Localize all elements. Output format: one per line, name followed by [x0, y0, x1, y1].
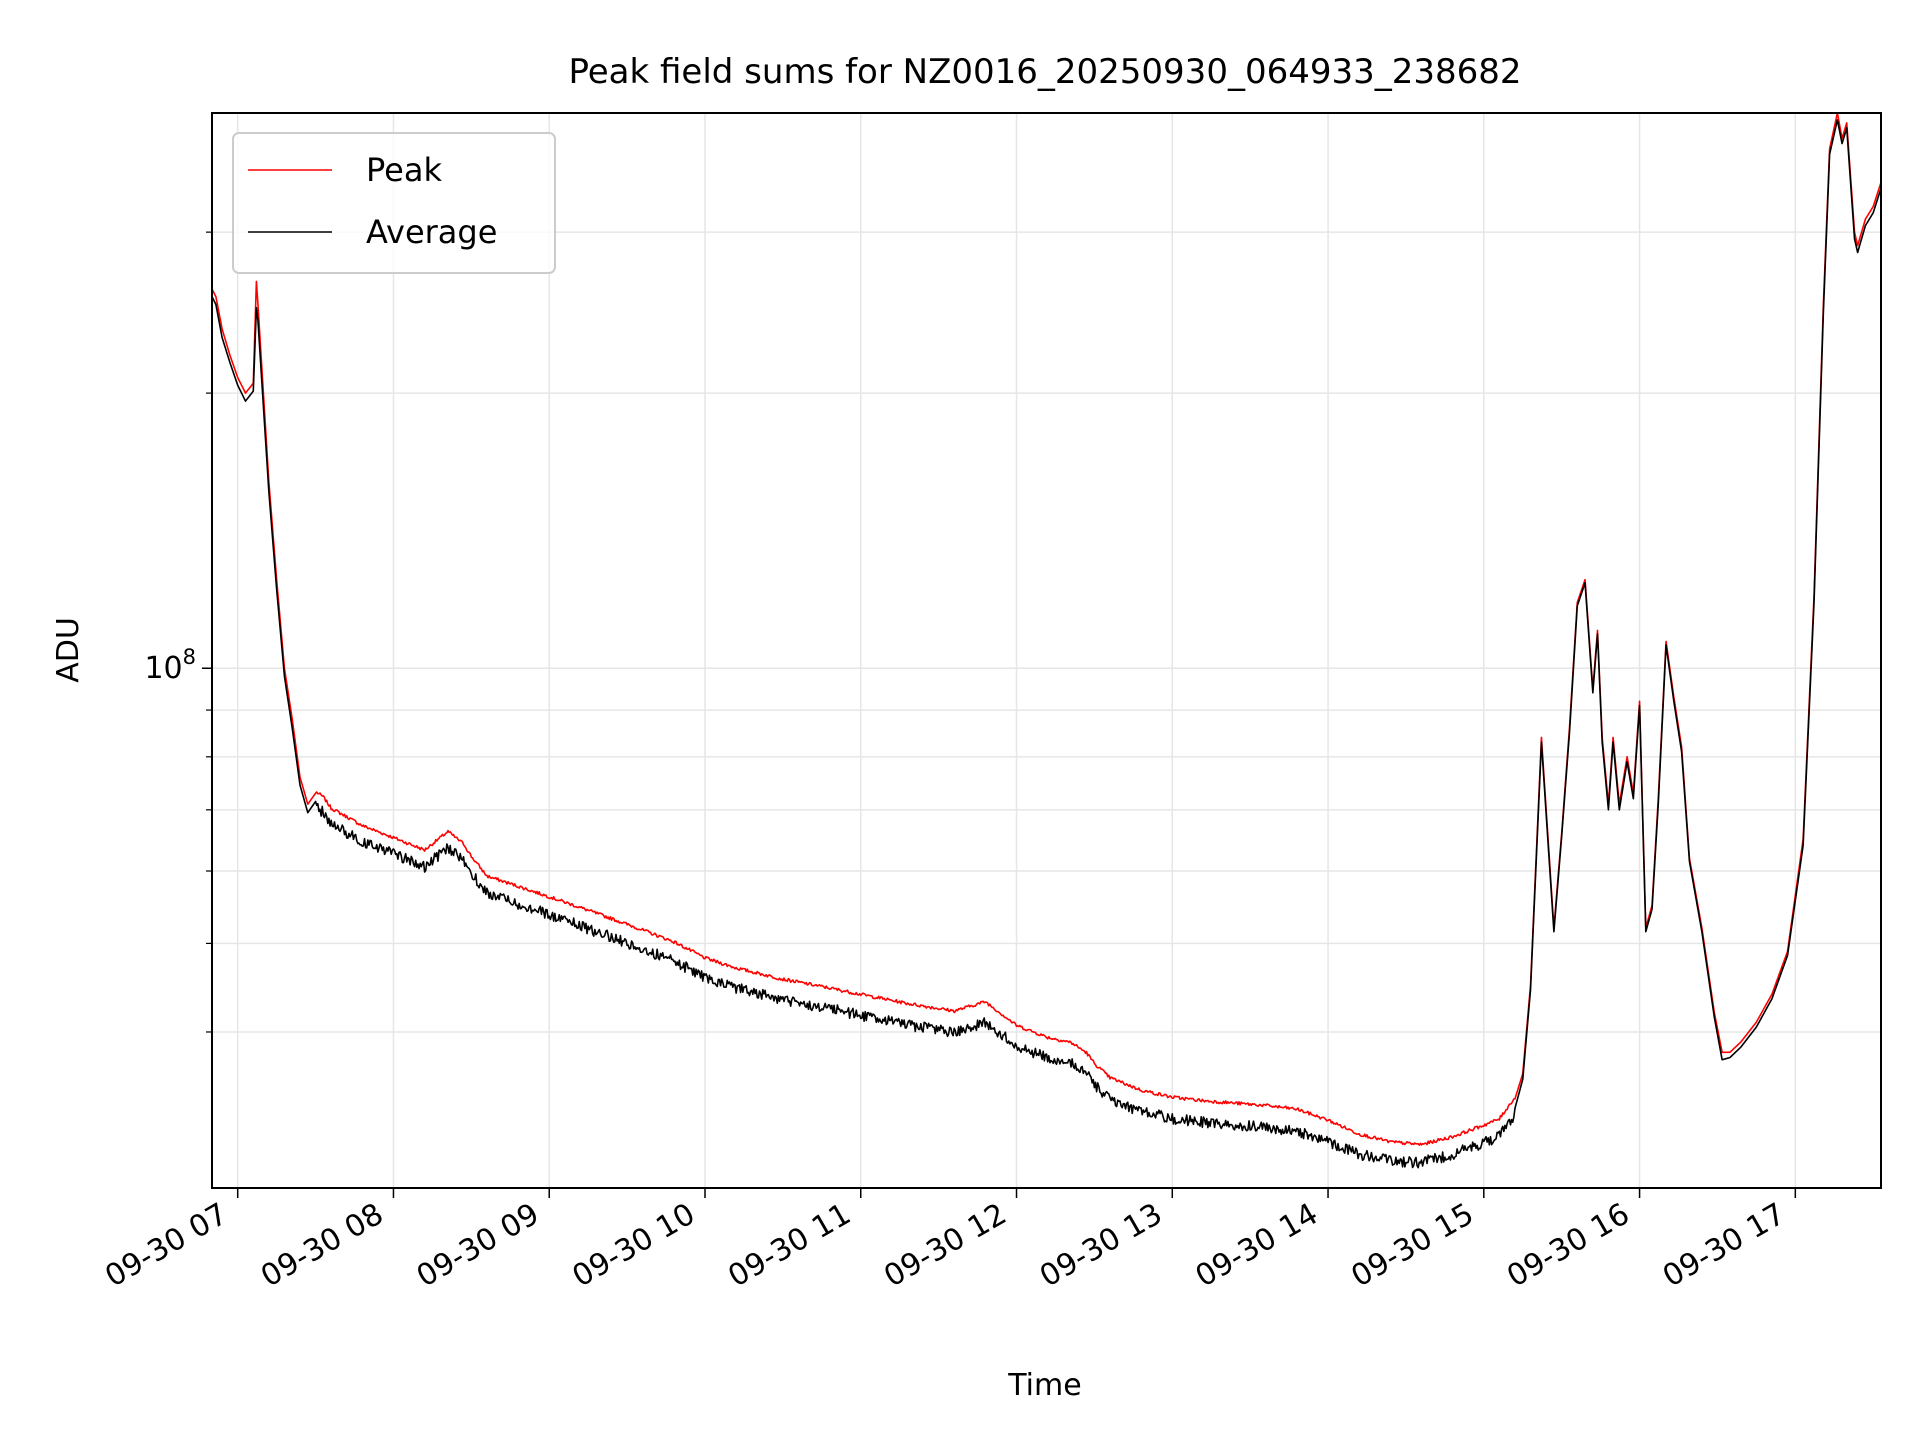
legend: Peak Average [232, 132, 556, 274]
y-axis: 108 [144, 231, 212, 1033]
series-line-average [212, 119, 1881, 1169]
x-axis-label: Time [1007, 1368, 1081, 1403]
series-layer [212, 113, 1881, 1169]
plot-area-frame [211, 112, 1882, 1189]
y-axis-label: ADU [51, 617, 86, 683]
legend-frame [232, 132, 556, 274]
grid [212, 113, 1881, 1188]
y-tick-label: 108 [144, 645, 196, 686]
chart-title: Peak field sums for NZ0016_20250930_0649… [568, 52, 1521, 92]
legend-average-label: Average [366, 213, 497, 251]
legend-peak-label: Peak [366, 151, 442, 189]
